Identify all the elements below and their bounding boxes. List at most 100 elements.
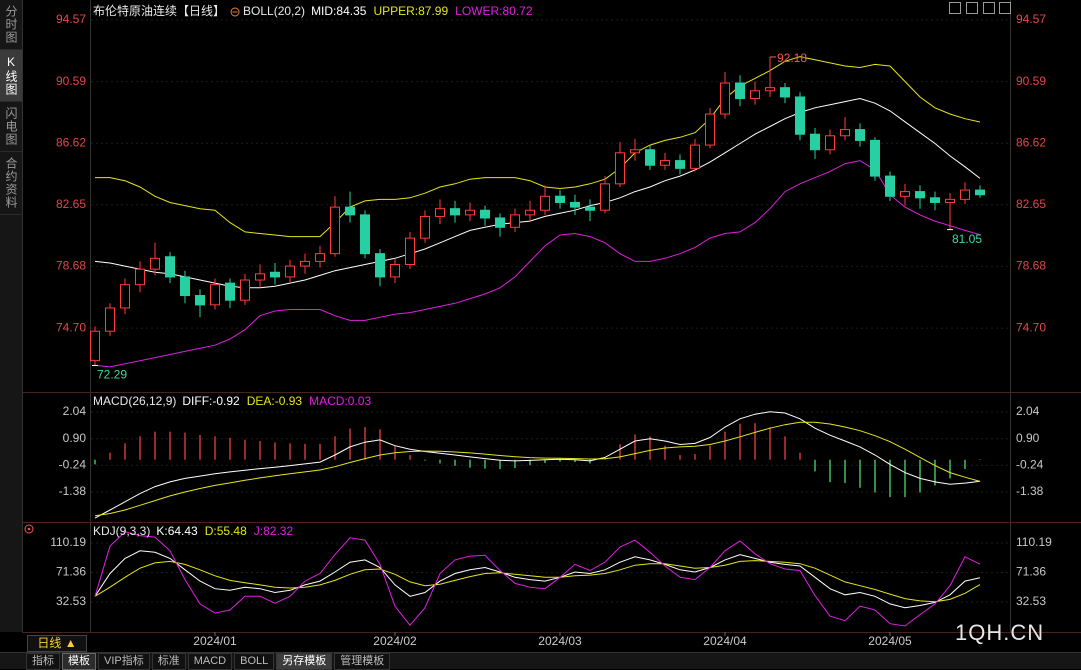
y-tick-label: 82.65: [56, 197, 86, 211]
legend-name: DEA:: [247, 394, 275, 408]
icon-dot: [27, 527, 31, 531]
background: [0, 0, 1081, 652]
candle-body: [870, 139, 880, 177]
y-tick-label: -1.38: [59, 484, 87, 498]
candle-body: [945, 198, 955, 203]
candle-body: [915, 191, 925, 199]
candle-body: [105, 307, 115, 332]
icon[interactable]: [966, 2, 978, 14]
y-tick-label: 94.57: [56, 12, 86, 26]
low-label: 72.29: [97, 368, 127, 382]
candle-body: [780, 87, 790, 98]
icon-ring: [24, 524, 34, 534]
y-tick-label: 82.65: [1016, 197, 1046, 211]
candle-body: [900, 191, 910, 197]
legend-name: MACD:: [309, 394, 348, 408]
sidebar-tab[interactable]: K线图: [0, 50, 22, 102]
candle-body: [300, 260, 310, 267]
toolbar-button[interactable]: BOLL: [234, 652, 275, 670]
x-tick-label: 2024/01: [193, 634, 237, 648]
toolbar-button[interactable]: 另存模板: [276, 652, 333, 670]
candle-body: [645, 149, 655, 166]
toolbar-button[interactable]: VIP指标: [98, 652, 150, 670]
candle-body: [960, 189, 970, 200]
legend-name: D:: [205, 524, 217, 538]
y-tick-label: 110.19: [1016, 535, 1052, 549]
y-tick-label: 94.57: [1016, 12, 1046, 26]
candle-body: [390, 264, 400, 278]
legend-value: 84.35: [336, 4, 366, 18]
candle-body: [360, 214, 370, 255]
candle-body: [975, 189, 985, 196]
legend-value: -0.93: [275, 394, 303, 408]
legend-value: 80.72: [503, 4, 533, 18]
y-tick-label: 90.59: [1016, 74, 1046, 88]
candle-body: [840, 129, 850, 137]
icon[interactable]: [999, 2, 1011, 14]
toolbar-button[interactable]: 指标: [26, 652, 60, 670]
candle-body: [510, 214, 520, 228]
y-tick-label: 78.68: [1016, 259, 1046, 273]
candle-body: [600, 183, 610, 211]
candle-body: [270, 271, 280, 278]
toolbar-button[interactable]: 标准: [151, 652, 186, 670]
legend-value: 55.48: [217, 524, 247, 538]
legend-entry: DIFF:-0.92: [182, 394, 240, 408]
y-tick-label: 0.90: [63, 431, 87, 445]
toolbar-button[interactable]: 模板: [62, 652, 96, 670]
indicator-line: [94, 550, 981, 609]
icon[interactable]: [949, 2, 961, 14]
indicator-name: BOLL(20,2): [243, 4, 305, 18]
kdj-settings-icon[interactable]: [24, 524, 34, 534]
candle-body: [210, 284, 220, 306]
period-button[interactable]: 日线 ▲: [27, 635, 87, 652]
legend-name: J:: [254, 524, 263, 538]
legend-value: 0.03: [348, 394, 372, 408]
candle-body: [495, 217, 505, 228]
sidebar-tab[interactable]: 闪电图: [0, 102, 22, 152]
y-tick-label: 110.19: [50, 535, 86, 549]
low-label: 81.05: [952, 232, 982, 246]
sidebar-tab[interactable]: 合约资料: [0, 152, 22, 215]
toolbar: 指标 模板 VIP指标 标准 MACD BOLL 另存模板 管理模板: [0, 652, 1081, 670]
indicator-line: [95, 56, 981, 238]
toolbar-button[interactable]: MACD: [187, 652, 233, 670]
legend-value: 87.99: [418, 4, 448, 18]
x-tick-label: 2024/02: [373, 634, 417, 648]
y-tick-label: -0.24: [59, 457, 87, 471]
candle-body: [225, 282, 235, 301]
candle-body: [885, 175, 895, 197]
candle-body: [120, 284, 130, 309]
panel-title: 布伦特原油连续【日线】: [93, 3, 225, 18]
candle-body: [330, 206, 340, 255]
legend-entry: J:82.32: [254, 524, 294, 538]
title-icon: [230, 7, 240, 17]
legend-entry: MID:84.35: [311, 4, 367, 18]
candle-body: [540, 195, 550, 211]
candle-body: [735, 82, 745, 100]
icon[interactable]: [983, 2, 995, 14]
candle-body: [240, 279, 250, 301]
legend-value: 82.32: [263, 524, 293, 538]
indicator-line: [94, 560, 981, 603]
y-tick-label: 86.62: [1016, 135, 1046, 149]
y-tick-label: 90.59: [56, 74, 86, 88]
candle-body: [585, 206, 595, 211]
sidebar-tab[interactable]: 分时图: [0, 0, 22, 50]
legend-entry: UPPER:87.99: [373, 4, 448, 18]
candle-body: [750, 90, 760, 100]
candle-body: [195, 295, 205, 306]
y-tick-label: 74.70: [56, 320, 86, 334]
legend-entry: D:55.48: [205, 524, 247, 538]
candle-body: [90, 330, 100, 362]
candle-body: [315, 253, 325, 262]
indicator-line: [94, 411, 981, 519]
candle-body: [555, 195, 565, 203]
candle-body: [255, 273, 265, 281]
candle-body: [465, 209, 475, 216]
toolbar-button[interactable]: 管理模板: [334, 652, 391, 670]
candle-body: [765, 87, 775, 92]
y-tick-label: 86.62: [56, 135, 86, 149]
y-tick-label: 78.68: [56, 259, 86, 273]
legend-entry: LOWER:80.72: [455, 4, 533, 18]
